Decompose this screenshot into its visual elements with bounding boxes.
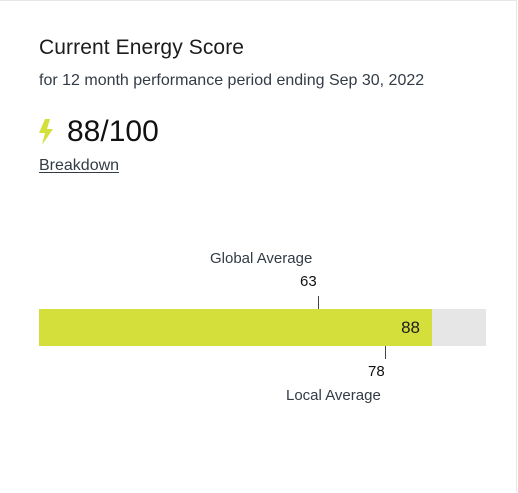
score-bar-track: 88 <box>39 309 486 346</box>
card-subtitle: for 12 month performance period ending S… <box>39 72 425 89</box>
global-average-value: 63 <box>300 273 317 290</box>
global-average-marker <box>318 296 319 309</box>
global-average-label: Global Average <box>210 250 313 267</box>
lightning-bolt-icon <box>39 119 53 145</box>
local-average-label: Local Average <box>286 387 381 404</box>
local-average-marker <box>385 346 386 359</box>
energy-score-value: 88/100 <box>67 115 159 148</box>
breakdown-link[interactable]: Breakdown <box>39 157 120 174</box>
score-bar-value: 88 <box>401 318 420 337</box>
local-average-value: 78 <box>368 363 385 380</box>
card-title: Current Energy Score <box>39 36 245 59</box>
score-bar-fill: 88 <box>39 309 432 346</box>
